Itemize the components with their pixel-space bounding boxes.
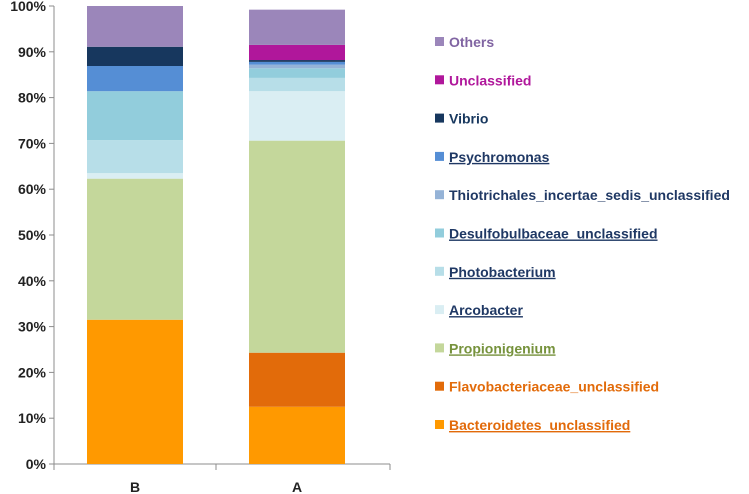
legend-swatch [435,228,444,238]
y-tick-label: 30% [18,319,47,335]
y-tick-label: 0% [26,456,47,472]
bar-segment-A-psychromonas [249,61,345,65]
bar-segment-A-propionigenium [249,140,345,353]
y-tick-label: 50% [18,227,47,243]
y-tick-label: 20% [18,364,47,380]
legend-swatch [435,343,444,353]
bar-segment-A-desulfobulbaceae-unclassified [249,68,345,78]
y-tick-label: 80% [18,90,47,106]
bar-segment-B-psychromonas [87,65,183,92]
bars-layer [87,6,345,464]
bar-segment-B-propionigenium [87,178,183,320]
y-tick-label: 10% [18,410,47,426]
y-tick-label: 60% [18,181,47,197]
y-tick-label: 100% [10,0,46,14]
legend-label: Vibrio [449,111,488,127]
bar-segment-B-bacteroidetes-unclassified [87,319,183,464]
legend-label: Photobacterium [449,264,556,280]
bar-segment-A-bacteroidetes-unclassified [249,406,345,464]
legend-label: Unclassified [449,72,531,88]
legend-label: Others [449,34,494,50]
legend-label: Flavobacteriaceae_unclassified [449,379,659,395]
legend-label: Arcobacter [449,302,523,318]
bar-segment-B-photobacterium [87,140,183,174]
legend: Others Unclassified Vibrio Psychromonas Thio… [435,34,730,433]
legend-label: Psychromonas [449,149,550,165]
legend-swatch [435,113,444,123]
x-category-label: B [130,479,140,494]
bar-segment-B-vibrio [87,46,183,66]
bar-segment-A-others [249,9,345,45]
bar-segment-B-desulfobulbaceae-unclassified [87,91,183,141]
y-tick-label: 40% [18,273,47,289]
legend-label: Desulfobulbaceae_unclassified [449,226,658,242]
legend-swatch [435,305,444,315]
legend-label: Thiotrichales_incertae_sedis_unclassifie… [449,187,730,203]
y-tick-label: 70% [18,135,47,151]
legend-label: Bacteroidetes_unclassified [449,417,630,433]
legend-swatch [435,151,444,161]
bar-segment-A-thiotrichales-incertae-sedis-unclassified [249,64,345,69]
legend-swatch [435,266,444,276]
bar-segment-A-unclassified [249,44,345,61]
y-tick-label: 90% [18,44,47,60]
legend-swatch [435,190,444,200]
legend-label: Propionigenium [449,340,556,356]
bar-segment-A-flavobacteriaceae-unclassified [249,352,345,407]
legend-swatch [435,75,444,85]
bar-segment-B-arcobacter [87,173,183,179]
legend-swatch [435,37,444,46]
x-category-label: A [292,479,302,494]
axis-layer: 0% 10% 20% 30% 40% 50% 60% 70% 80% 90% 100% B A [10,0,391,494]
bar-segment-A-arcobacter [249,91,345,141]
bar-segment-A-vibrio [249,60,345,62]
legend-swatch [435,420,444,429]
bar-segment-B-others [87,6,183,47]
legend-swatch [435,381,444,391]
bar-segment-A-photobacterium [249,77,345,92]
